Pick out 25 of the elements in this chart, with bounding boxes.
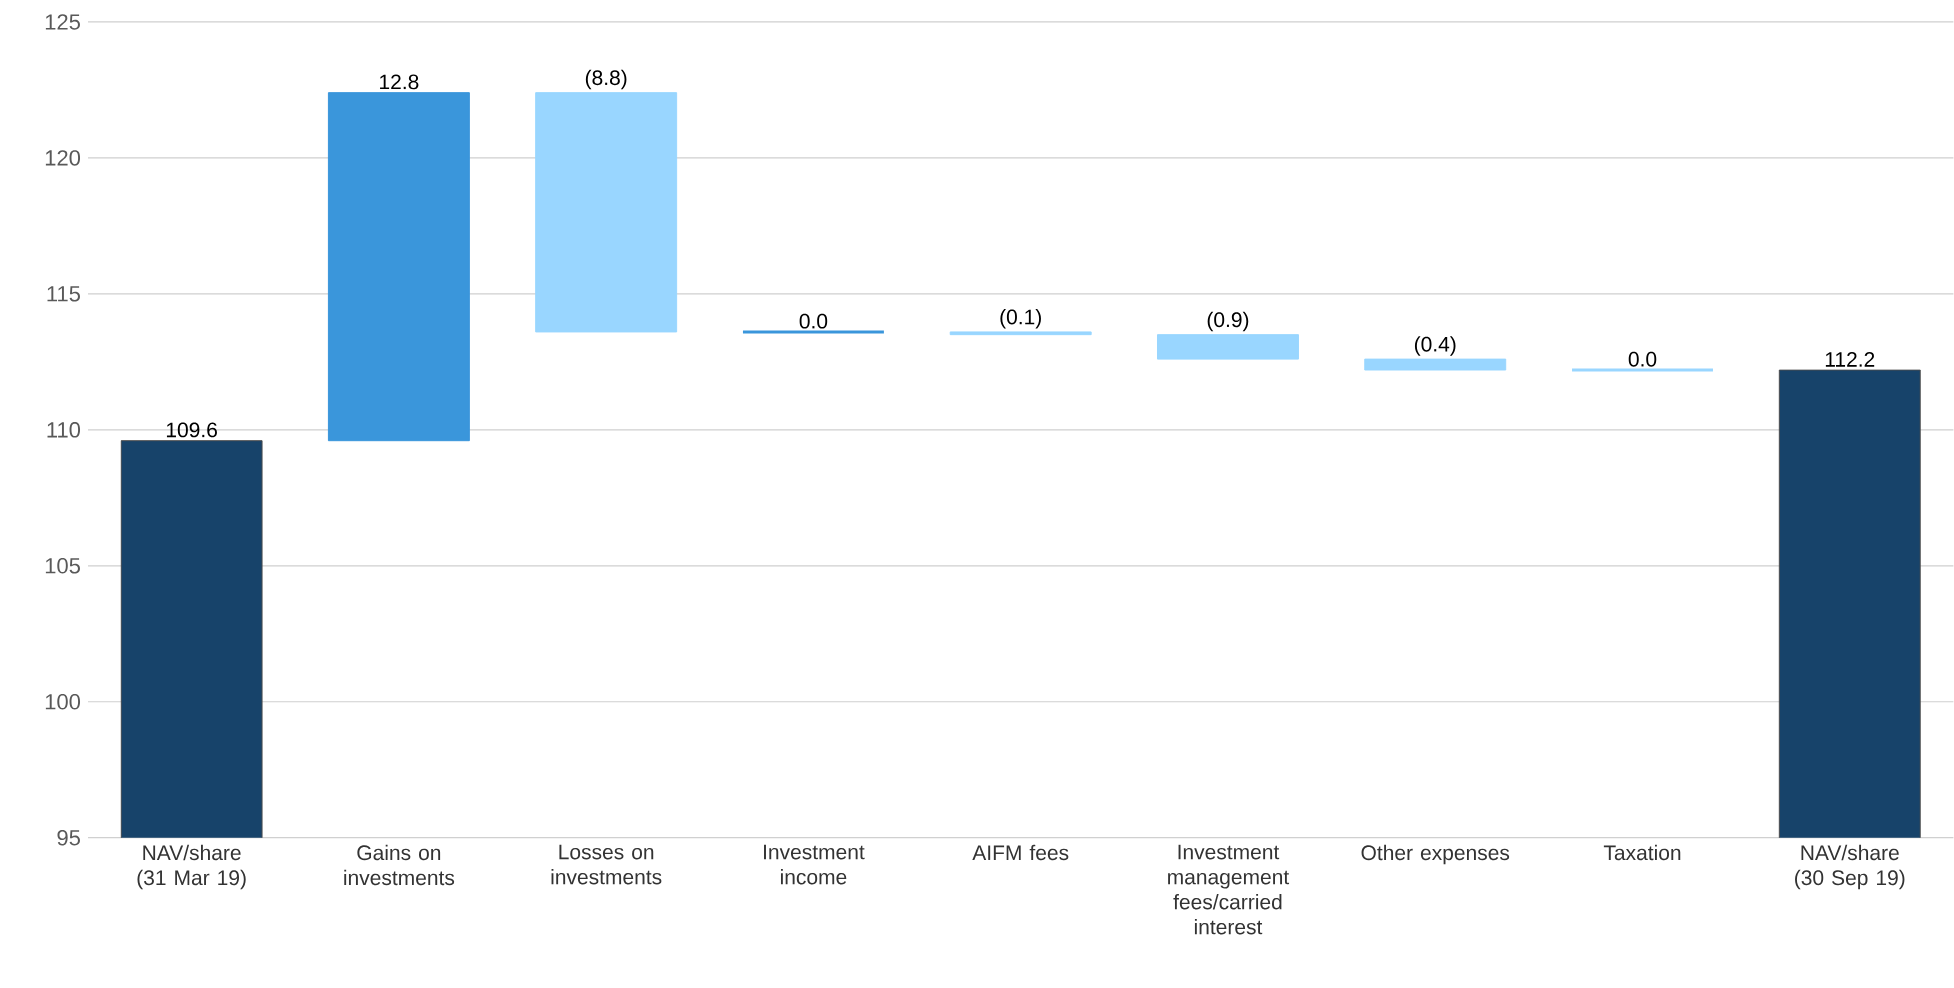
- y-tick-label: 95: [57, 830, 80, 846]
- x-tick-label: Investment management fees/carried interest: [1168, 844, 1290, 935]
- x-tick-label: NAV/share (30 Sep 19): [1795, 844, 1905, 890]
- y-tick-label: 120: [45, 150, 81, 166]
- data-label: 0.0: [799, 313, 828, 329]
- x-tick-label: Other expenses: [1361, 844, 1510, 865]
- data-label: 109.6: [166, 422, 217, 438]
- data-label: 112.2: [1825, 352, 1875, 367]
- x-tick-label: Investment income: [764, 844, 865, 885]
- y-tick-label: 115: [47, 286, 80, 302]
- y-tick-label: 100: [45, 694, 81, 710]
- x-tick-label: Gains on investments: [344, 844, 455, 886]
- data-label: (8.8): [585, 69, 627, 90]
- data-label: 0.0: [1628, 351, 1657, 367]
- data-label: (0.9): [1207, 311, 1249, 332]
- data-label: 12.8: [380, 74, 419, 90]
- y-tick-label: 110: [47, 422, 81, 438]
- data-label: (0.1): [1000, 309, 1041, 329]
- data-label: (0.4): [1414, 336, 1456, 356]
- x-tick-label: Taxation: [1603, 844, 1681, 861]
- x-tick-label: AIFM fees: [972, 844, 1069, 861]
- x-tick-label: Losses on investments: [551, 844, 662, 885]
- y-tick-label: 125: [45, 14, 80, 30]
- y-tick-label: 105: [45, 558, 80, 574]
- x-tick-label: NAV/share (31 Mar 19): [137, 844, 246, 890]
